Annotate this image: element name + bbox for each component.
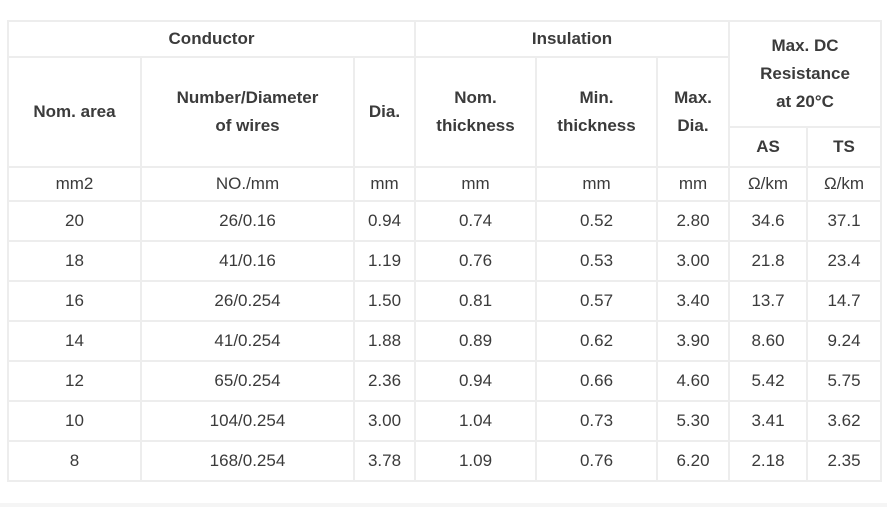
data-cell: 3.00 [655, 240, 731, 282]
table-row: 14 41/0.254 1.88 0.89 0.62 3.90 8.60 9.2… [7, 320, 883, 362]
data-cell: 37.1 [806, 200, 883, 242]
data-cell: 34.6 [728, 200, 809, 242]
col-header-nom-thickness-line: Nom. [454, 88, 497, 107]
data-cell: 1.19 [353, 240, 416, 282]
data-cell: 0.94 [414, 360, 537, 402]
data-cell: 13.7 [728, 280, 809, 322]
data-cell: 8.60 [728, 320, 809, 362]
group-header-row: Conductor Insulation Max. DC Resistance … [7, 20, 883, 128]
col-header-max-dia-line: Max. [674, 88, 712, 107]
table-row: 8 168/0.254 3.78 1.09 0.76 6.20 2.18 2.3… [7, 440, 883, 482]
unit-cell: mm [414, 166, 537, 202]
unit-cell: mm [535, 166, 658, 202]
data-cell: 3.41 [728, 400, 809, 442]
col-header-min-thickness-line: Min. [579, 88, 614, 107]
data-cell: 0.74 [414, 200, 537, 242]
table-row: 10 104/0.254 3.00 1.04 0.73 5.30 3.41 3.… [7, 400, 883, 442]
data-cell: 168/0.254 [140, 440, 355, 482]
data-cell: 3.40 [655, 280, 731, 322]
data-cell: 3.62 [806, 400, 883, 442]
bottom-section-divider [0, 503, 887, 507]
data-cell: 12 [7, 360, 142, 402]
col-header-min-thickness: Min. thickness [535, 56, 658, 168]
data-cell: 65/0.254 [140, 360, 355, 402]
data-cell: 26/0.16 [140, 200, 355, 242]
data-cell: 10 [7, 400, 142, 442]
data-cell: 104/0.254 [140, 400, 355, 442]
data-cell: 2.18 [728, 440, 809, 482]
data-cell: 0.89 [414, 320, 537, 362]
col-header-number-diameter-line: Number/Diameter [176, 88, 319, 107]
unit-cell: NO./mm [140, 166, 355, 202]
wire-specification-table: Conductor Insulation Max. DC Resistance … [7, 20, 883, 482]
data-cell: 16 [7, 280, 142, 322]
group-header-max-dc-resistance-line: Max. DC [771, 36, 839, 55]
col-header-nom-area: Nom. area [7, 56, 142, 168]
data-cell: 14.7 [806, 280, 883, 322]
unit-cell: mm2 [7, 166, 142, 202]
data-cell: 0.62 [535, 320, 658, 362]
unit-cell: Ω/km [806, 166, 883, 202]
unit-cell: Ω/km [728, 166, 809, 202]
data-cell: 1.50 [353, 280, 416, 322]
table-row: 16 26/0.254 1.50 0.81 0.57 3.40 13.7 14.… [7, 280, 883, 322]
col-header-max-dia: Max. Dia. [655, 56, 731, 168]
col-header-number-diameter-line: of wires [215, 116, 280, 135]
col-header-nom-thickness-line: thickness [436, 116, 515, 135]
col-header-dia: Dia. [353, 56, 416, 168]
group-header-conductor: Conductor [7, 20, 416, 58]
units-row: mm2 NO./mm mm mm mm mm Ω/km Ω/km [7, 166, 883, 202]
column-header-row: Nom. area Number/Diameter of wires Dia. … [7, 56, 881, 168]
data-cell: 1.88 [353, 320, 416, 362]
data-cell: 0.81 [414, 280, 537, 322]
data-cell: 0.53 [535, 240, 658, 282]
unit-cell: mm [655, 166, 731, 202]
table-row: 12 65/0.254 2.36 0.94 0.66 4.60 5.42 5.7… [7, 360, 883, 402]
col-header-as: AS [728, 126, 809, 168]
data-cell: 26/0.254 [140, 280, 355, 322]
data-cell: 41/0.254 [140, 320, 355, 362]
data-cell: 3.00 [353, 400, 416, 442]
data-cell: 6.20 [655, 440, 731, 482]
as-ts-header-row: AS TS [8, 126, 883, 168]
col-header-max-dia-line: Dia. [677, 116, 709, 135]
data-cell: 20 [7, 200, 142, 242]
data-cell: 3.78 [353, 440, 416, 482]
table-row: 18 41/0.16 1.19 0.76 0.53 3.00 21.8 23.4 [7, 240, 883, 282]
data-cell: 0.94 [353, 200, 416, 242]
data-cell: 21.8 [728, 240, 809, 282]
data-cell: 0.73 [535, 400, 658, 442]
data-cell: 0.66 [535, 360, 658, 402]
data-cell: 23.4 [806, 240, 883, 282]
data-cell: 2.36 [353, 360, 416, 402]
group-header-max-dc-resistance-line: at 20°C [776, 92, 834, 111]
data-cell: 0.52 [535, 200, 658, 242]
data-cell: 5.30 [655, 400, 731, 442]
data-cell: 2.35 [806, 440, 883, 482]
data-cell: 0.57 [535, 280, 658, 322]
col-header-ts: TS [806, 126, 883, 168]
col-header-min-thickness-line: thickness [557, 116, 636, 135]
data-cell: 18 [7, 240, 142, 282]
data-cell: 14 [7, 320, 142, 362]
data-cell: 1.09 [414, 440, 537, 482]
table-row: 20 26/0.16 0.94 0.74 0.52 2.80 34.6 37.1 [7, 200, 883, 242]
unit-cell: mm [353, 166, 416, 202]
col-header-nom-thickness: Nom. thickness [414, 56, 537, 168]
data-cell: 5.75 [806, 360, 883, 402]
col-header-number-diameter-of-wires: Number/Diameter of wires [140, 56, 355, 168]
data-cell: 3.90 [655, 320, 731, 362]
data-cell: 41/0.16 [140, 240, 355, 282]
data-cell: 8 [7, 440, 142, 482]
data-cell: 2.80 [655, 200, 731, 242]
data-cell: 0.76 [414, 240, 537, 282]
data-cell: 1.04 [414, 400, 537, 442]
data-cell: 5.42 [728, 360, 809, 402]
data-cell: 0.76 [535, 440, 658, 482]
data-cell: 4.60 [655, 360, 731, 402]
group-header-insulation: Insulation [413, 20, 731, 58]
data-cell: 9.24 [806, 320, 883, 362]
group-header-max-dc-resistance: Max. DC Resistance at 20°C [728, 20, 883, 128]
group-header-max-dc-resistance-line: Resistance [760, 64, 850, 83]
